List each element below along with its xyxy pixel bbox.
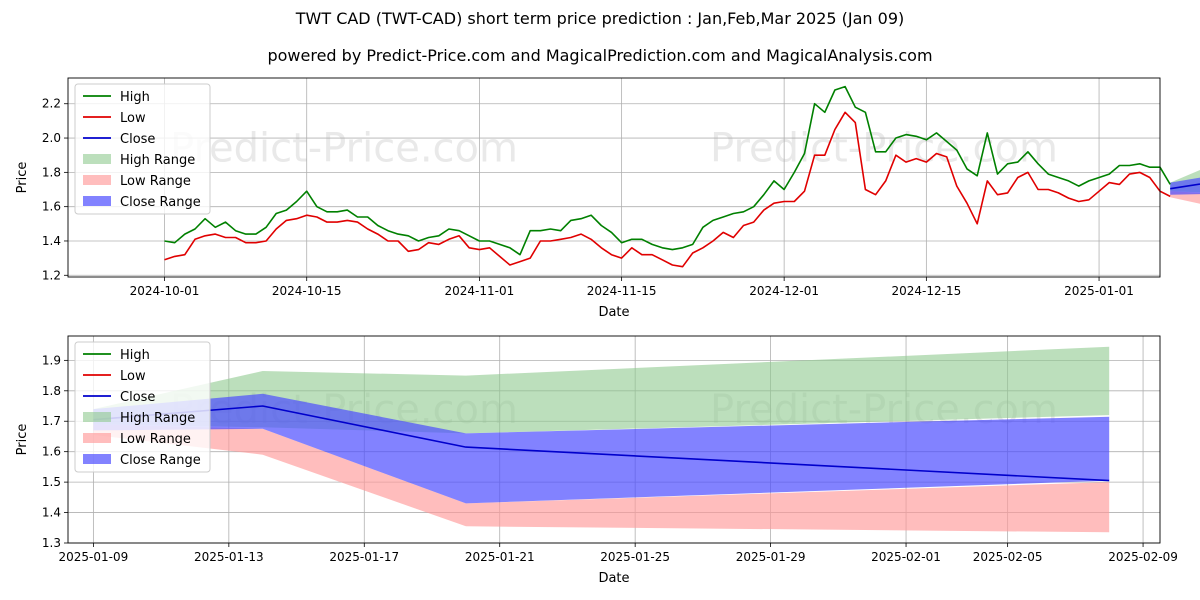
legend-swatch [83,175,111,185]
y-tick-label: 1.8 [42,384,61,398]
close-range-band [1170,177,1200,195]
x-tick-label: 2025-01-01 [1064,284,1134,298]
legend-label: Low Range [120,432,191,447]
y-tick-label: 1.3 [42,536,61,550]
legend-label: Close Range [120,453,201,468]
x-tick-label: 2025-01-09 [59,550,129,564]
legend-label: High [120,348,150,363]
x-tick-label: 2025-01-13 [194,550,264,564]
y-tick-label: 2.0 [42,131,61,145]
x-tick-label: 2024-11-01 [445,284,515,298]
chart-subtitle: powered by Predict-Price.com and Magical… [267,46,933,65]
y-tick-label: 1.2 [42,268,61,282]
y-tick-label: 2.2 [42,97,61,111]
x-tick-label: 2025-01-25 [600,550,670,564]
axes-frame [67,77,1161,278]
legend-swatch [83,433,111,443]
legend-label: High Range [120,411,195,426]
legend-label: High [120,90,150,105]
x-tick-label: 2024-11-15 [587,284,657,298]
axes-frame [67,335,1161,544]
legend-label: Low [120,369,146,384]
x-tick-label: 2025-02-01 [871,550,941,564]
x-axis-label: Date [598,305,629,320]
chart-panel-1: Predict-Price.com Predict-Price.com 2024-1… [15,77,1200,320]
x-tick-label: 2025-01-29 [736,550,806,564]
x-axis-label: Date [598,571,629,586]
legend-label: Close [120,132,155,147]
watermark: Predict-Price.com [710,126,1058,172]
x-tick-label: 2025-02-09 [1108,550,1178,564]
y-tick-label: 1.6 [42,445,61,459]
legend-label: Close Range [120,195,201,210]
x-tick-label: 2025-01-21 [465,550,535,564]
low-range-band [1170,191,1200,204]
legend-label: Low Range [120,174,191,189]
legend-swatch [83,154,111,164]
legend: High Low Close High Range Low Range Close Ran… [74,341,211,473]
y-axis-label: Price [15,424,30,456]
watermark: Predict-Price.com [170,126,518,172]
close-line [1170,183,1200,190]
chart-panel-2: Predict-Price.comPredict-Price.com2025-0… [15,335,1178,586]
x-tick-label: 2024-10-01 [130,284,200,298]
legend-label: Close [120,390,155,405]
legend-label: High Range [120,153,195,168]
x-tick-label: 2024-10-15 [272,284,342,298]
legend-swatch [83,196,111,206]
legend-label: Low [120,111,146,126]
x-tick-label: 2024-12-15 [891,284,961,298]
high-line [164,85,1171,256]
y-tick-label: 1.7 [42,414,61,428]
x-tick-label: 2024-12-01 [749,284,819,298]
y-tick-label: 1.4 [42,506,61,520]
close-range-band [93,393,1110,504]
y-tick-label: 1.5 [42,475,61,489]
y-tick-label: 1.4 [42,234,61,248]
y-tick-label: 1.8 [42,165,61,179]
legend: High Low Close High Range Low Range Close Ran… [74,83,211,215]
y-axis-label: Price [15,162,30,194]
low-range-band [93,424,1110,533]
legend-swatch [83,454,111,464]
x-tick-label: 2025-01-17 [329,550,399,564]
legend-swatch [83,412,111,422]
plot-area [68,78,1160,277]
x-tick-label: 2025-02-05 [973,550,1043,564]
y-tick-label: 1.6 [42,200,61,214]
y-tick-label: 1.9 [42,353,61,367]
chart-title: TWT CAD (TWT-CAD) short term price predi… [295,9,905,28]
low-line [164,111,1171,268]
